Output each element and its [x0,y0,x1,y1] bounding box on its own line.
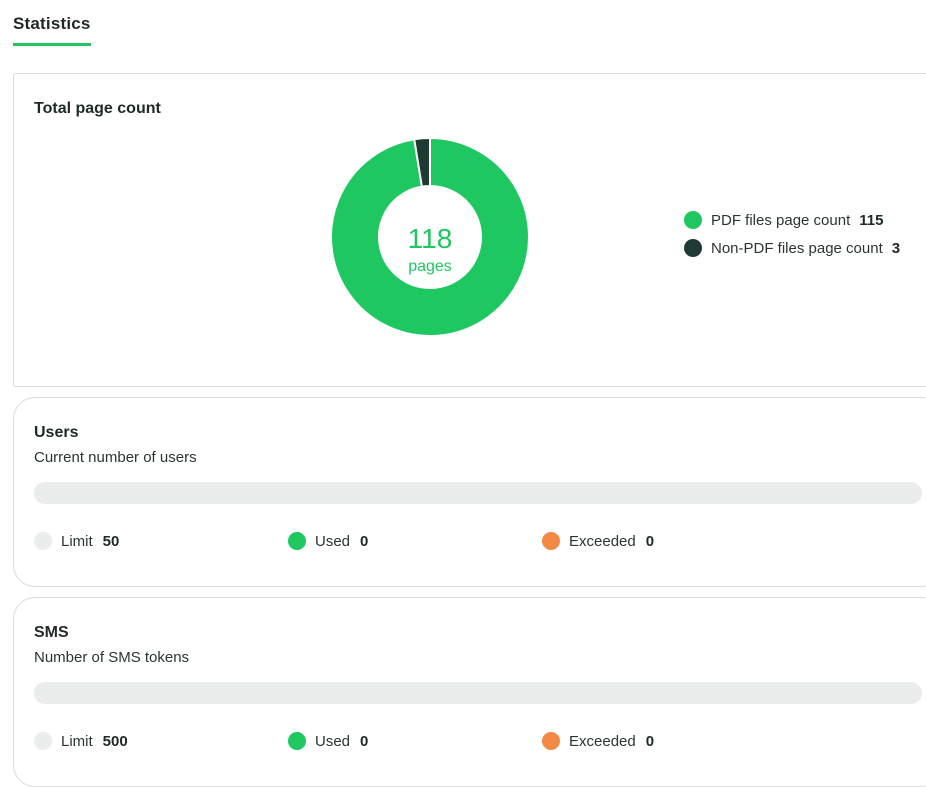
sms-limit-label: Limit [61,732,93,750]
donut-svg [330,136,530,337]
tab-bar: Statistics [13,14,91,46]
donut-center: 118 pages [330,137,530,337]
users-used-label: Used [315,532,351,550]
sms-subtitle: Number of SMS tokens [34,649,190,666]
users-exceeded-label: Exceeded [569,532,636,550]
users-subtitle: Current number of users [34,449,197,466]
users-stats: Limit 50 Used 0 Exceeded 0 [34,532,926,554]
donut-unit: pages [408,258,452,275]
sms-used-stat: Used 0 [288,732,368,750]
sms-card: SMS Number of SMS tokens Limit 500 Used … [13,597,926,787]
users-exceeded-stat: Exceeded 0 [542,532,654,550]
page-count-legend: PDF files page count 115 Non-PDF files p… [684,206,900,262]
legend-item-non-pdf: Non-PDF files page count 3 [684,234,900,262]
exceeded-dot-icon [542,532,560,550]
sms-progress-bar [34,682,922,704]
users-limit-label: Limit [61,532,93,550]
sms-limit-stat: Limit 500 [34,732,128,750]
legend-value-non-pdf: 3 [891,239,901,257]
donut-slice-1[interactable] [413,136,431,188]
used-dot-icon [288,732,306,750]
sms-limit-value: 500 [102,732,128,750]
sms-exceeded-value: 0 [645,732,655,750]
sms-used-label: Used [315,732,351,750]
exceeded-dot-icon [542,732,560,750]
users-used-value: 0 [360,532,369,550]
legend-item-pdf: PDF files page count 115 [684,206,900,234]
legend-dot-non-pdf [684,239,702,257]
legend-value-pdf: 115 [859,211,884,229]
legend-dot-pdf [684,211,702,229]
tab-statistics[interactable]: Statistics [13,14,91,46]
users-title: Users [34,424,79,441]
page-count-card: Total page count 118 pages PDF files pag… [13,73,926,387]
sms-exceeded-stat: Exceeded 0 [542,732,654,750]
page-count-title: Total page count [34,100,161,117]
legend-label-non-pdf: Non-PDF files page count [711,239,883,257]
users-card: Users Current number of users Limit 50 U… [13,397,926,587]
users-progress-bar [34,482,922,504]
used-dot-icon [288,532,306,550]
sms-stats: Limit 500 Used 0 Exceeded 0 [34,732,926,754]
donut-slice-0[interactable] [330,136,530,337]
limit-dot-icon [34,532,52,550]
limit-dot-icon [34,732,52,750]
users-exceeded-value: 0 [645,532,655,550]
users-limit-value: 50 [102,532,120,550]
legend-label-pdf: PDF files page count [711,211,851,229]
sms-used-value: 0 [360,732,369,750]
sms-title: SMS [34,624,69,641]
donut-total: 118 [407,223,453,254]
sms-exceeded-label: Exceeded [569,732,636,750]
users-used-stat: Used 0 [288,532,368,550]
page-count-donut-chart: 118 pages [330,136,530,337]
users-limit-stat: Limit 50 [34,532,119,550]
